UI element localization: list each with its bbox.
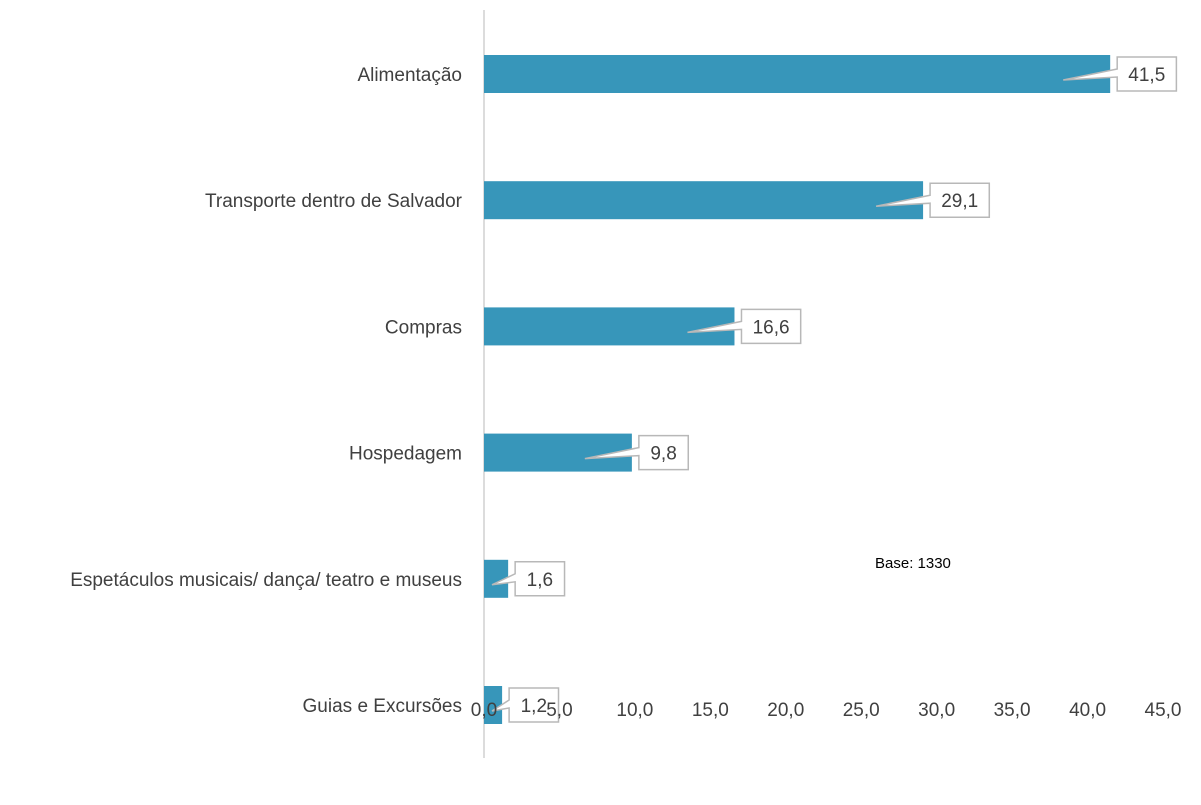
x-tick-label: 10,0 xyxy=(616,700,653,721)
data-label-callouts: 41,5 29,1 16,6 9,8 1,6 1,2 xyxy=(491,56,1178,723)
data-label: 41,5 xyxy=(1128,65,1165,86)
category-label: Transporte dentro de Salvador xyxy=(205,191,463,212)
bar xyxy=(484,307,735,346)
data-label-callout xyxy=(491,561,566,597)
category-label: Guias e Excursões xyxy=(303,696,462,717)
x-tick-label: 45,0 xyxy=(1145,700,1182,721)
data-label: 1,6 xyxy=(527,570,553,591)
base-annotation: Base: 1330 xyxy=(875,555,951,572)
bar xyxy=(484,55,1111,93)
data-label: 16,6 xyxy=(753,317,790,338)
x-tick-label: 5,0 xyxy=(546,700,572,721)
x-tick-label: 35,0 xyxy=(994,700,1031,721)
data-label-callout xyxy=(491,687,560,723)
category-label: Hospedagem xyxy=(349,444,462,465)
x-tick-label: 20,0 xyxy=(767,700,804,721)
category-label: Compras xyxy=(385,317,462,338)
category-label: Alimentação xyxy=(357,65,462,86)
x-tick-labels: 0,0 5,0 10,0 15,0 20,0 25,0 30,0 35,0 40,0 45,0 xyxy=(471,700,1182,721)
x-tick-label: 0,0 xyxy=(471,700,497,721)
category-label: Espetáculos musicais/ dança/ teatro e mu… xyxy=(70,570,462,591)
data-label: 1,2 xyxy=(521,696,547,717)
bar xyxy=(484,181,924,220)
bar xyxy=(484,686,503,724)
bars-group xyxy=(484,55,1111,724)
data-label: 29,1 xyxy=(941,191,978,212)
x-tick-label: 15,0 xyxy=(692,700,729,721)
x-tick-label: 25,0 xyxy=(843,700,880,721)
bar xyxy=(484,433,632,472)
x-tick-label: 30,0 xyxy=(918,700,955,721)
data-label-callout xyxy=(1063,56,1178,92)
x-tick-label: 40,0 xyxy=(1069,700,1106,721)
category-labels: Alimentação Transporte dentro de Salvador… xyxy=(70,65,462,717)
data-label: 9,8 xyxy=(650,444,676,465)
data-label-callout xyxy=(687,308,802,345)
data-label-callout xyxy=(584,434,690,471)
data-label-callout xyxy=(875,182,991,218)
